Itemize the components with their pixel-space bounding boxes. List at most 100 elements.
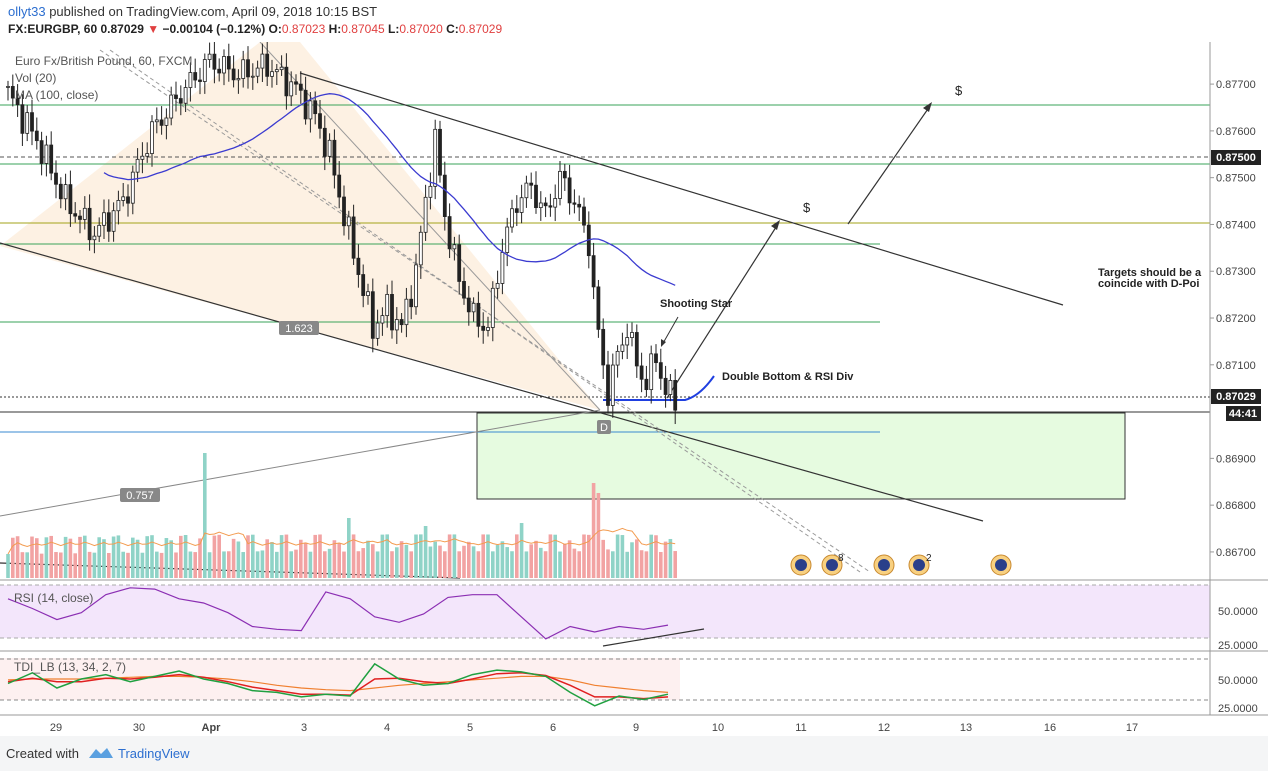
candle-body [673, 380, 678, 411]
price-axis[interactable]: 0.87700 0.87600 0.87500 0.87400 0.87300 0.872… [1210, 79, 1256, 559]
candle-body [265, 53, 270, 77]
volume-bar [279, 535, 284, 578]
candle-body [140, 155, 145, 160]
volume-bar [73, 553, 77, 578]
legend-line1: Euro Fx/British Pound, 60, FXCM [15, 54, 192, 68]
volume-bar [625, 551, 629, 578]
candle-body [390, 294, 394, 331]
price-tick-label: 0.86700 [1216, 547, 1256, 559]
time-tick-label: 12 [878, 722, 890, 734]
candle-body [54, 172, 58, 185]
candle-body [438, 128, 442, 176]
time-axis[interactable]: 29 30 Apr 3 4 5 6 9 10 11 12 13 16 17 [50, 722, 1138, 734]
candle-body [178, 98, 183, 104]
candle-body [246, 59, 250, 78]
event-flags[interactable]: 8 2 [790, 553, 1012, 576]
candle-body [126, 196, 130, 204]
target-zone[interactable] [476, 412, 1126, 500]
candle-body [356, 257, 361, 275]
fib-label-box [279, 321, 319, 335]
volume-bar [380, 534, 385, 578]
volume-bar [102, 539, 106, 578]
projection-arrow[interactable] [666, 223, 779, 399]
volume-bar [164, 538, 169, 578]
time-tick-label: 9 [633, 722, 639, 734]
event-count: 8 [838, 553, 844, 564]
tradingview-link[interactable]: TradingView [118, 746, 190, 761]
candle-body [380, 315, 385, 324]
fib-line [0, 409, 601, 517]
volume-bar [145, 536, 149, 578]
volume-bar [92, 552, 97, 578]
low-label: L: [388, 22, 400, 36]
volume-bar [241, 552, 245, 578]
current-price-text: 0.87029 [1216, 391, 1256, 403]
time-tick-label: Apr [202, 722, 222, 734]
last-price: 0.87029 [100, 22, 144, 36]
rsi-title: RSI (14, close) [14, 591, 93, 605]
symbol-label: FX:EURGBP, 60 [8, 22, 98, 36]
point-d-label: D [600, 422, 608, 434]
candle-body [30, 112, 34, 132]
volume-bar [231, 538, 236, 578]
arrow-head-icon [661, 339, 666, 347]
volume-bar [500, 541, 505, 578]
candle-body [630, 332, 634, 338]
volume-bar [510, 551, 514, 578]
volume-bar [78, 536, 82, 578]
trendline-upper[interactable] [299, 72, 1064, 306]
volume-bar [270, 542, 274, 578]
volume-bar [505, 547, 509, 578]
candle-body [639, 365, 644, 380]
volume-bar [39, 553, 44, 578]
candle-body [226, 56, 231, 70]
candle-body [658, 362, 663, 379]
volume-bar [601, 539, 605, 578]
candle-body [212, 53, 217, 70]
volume-bar [443, 551, 447, 578]
fib-label-0757: 0.757 [126, 490, 154, 502]
candle-body [198, 79, 202, 82]
candle-body [34, 130, 39, 142]
volume-bar [404, 544, 409, 578]
candle-body [92, 235, 97, 241]
legend-line2: Vol (20) [15, 71, 56, 85]
candle-body [154, 119, 159, 123]
volume-bar [35, 538, 39, 578]
trendline-lower[interactable] [0, 242, 984, 522]
volume-bar [563, 543, 567, 578]
volume-bars [6, 453, 677, 578]
eu-flag-icon [913, 559, 925, 571]
volume-bar [236, 541, 241, 578]
volume-bar [356, 551, 361, 578]
volume-bar [438, 545, 442, 578]
volume-bar [294, 549, 298, 578]
projection-arrow[interactable] [847, 105, 931, 225]
time-tick-label: 30 [133, 722, 145, 734]
target-dollar-1: $ [955, 83, 963, 98]
candle-body [418, 231, 423, 266]
candle-body [476, 302, 481, 327]
open-label: O: [268, 22, 282, 36]
volume-bar [409, 551, 413, 578]
candle-body [342, 196, 346, 227]
candle-body [577, 203, 582, 208]
chart-canvas[interactable]: Euro Fx/British Pound, 60, FXCM Vol (20)… [0, 42, 1268, 736]
rsi-line [7, 587, 669, 640]
candle-body [466, 297, 471, 313]
candle-body [82, 207, 87, 220]
annotation-arrow [661, 316, 679, 346]
price-tick-label: 0.87100 [1216, 360, 1256, 372]
author-link[interactable]: ollyt33 [8, 4, 46, 19]
candle-body [414, 264, 418, 308]
candle-body [145, 153, 150, 157]
arrow-head-icon [771, 220, 780, 230]
volume-bar [539, 547, 543, 578]
volume-bar [97, 537, 101, 578]
target-dollar-2: $ [803, 200, 811, 215]
annotation-shooting-star: Shooting Star [660, 298, 733, 310]
volume-bar [303, 542, 308, 578]
volume-bar [68, 538, 73, 578]
volume-ma-line [7, 527, 676, 555]
price-tick-label: 0.87400 [1216, 219, 1256, 231]
